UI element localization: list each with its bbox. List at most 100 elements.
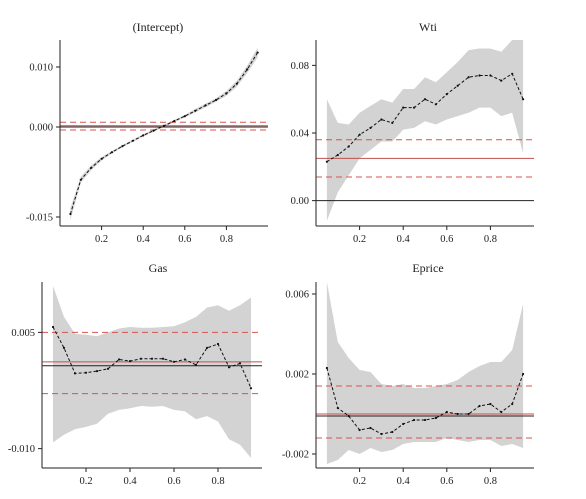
- x-tick-label: 0.4: [397, 234, 411, 245]
- data-point: [100, 157, 103, 160]
- panel-title: Wti: [419, 20, 438, 34]
- y-tick-label: 0.002: [285, 370, 309, 381]
- data-point: [325, 366, 328, 370]
- data-point: [238, 362, 242, 365]
- data-point: [172, 360, 176, 363]
- y-tick-label: 0.006: [285, 290, 309, 301]
- data-point: [467, 412, 470, 416]
- panel-gas: Gas 0.2 0.4 0.6 0.8 0.005 -0.010: [8, 261, 262, 487]
- data-point: [227, 366, 231, 369]
- data-point: [183, 358, 187, 361]
- data-point: [214, 98, 218, 102]
- data-point: [139, 357, 143, 360]
- data-point: [358, 133, 361, 136]
- y-tick-label: 0.000: [29, 123, 53, 134]
- data-point: [467, 76, 470, 79]
- data-point: [380, 432, 383, 436]
- x-tick-label: 0.8: [484, 234, 497, 245]
- data-point: [249, 387, 253, 390]
- data-point: [142, 134, 145, 137]
- x-tick-label: 0.2: [353, 476, 366, 487]
- data-point: [194, 109, 197, 112]
- data-point: [128, 360, 132, 363]
- x-tick-label: 0.2: [353, 234, 366, 245]
- x-tick-label: 0.6: [440, 476, 453, 487]
- data-point: [478, 74, 481, 77]
- y-tick-label: 0.010: [29, 63, 53, 74]
- x-tick-label: 0.4: [123, 476, 137, 487]
- data-point: [150, 357, 154, 360]
- data-point: [121, 145, 124, 148]
- panel-title: Gas: [149, 261, 168, 275]
- y-tick-label: 0.005: [11, 328, 35, 339]
- data-point: [511, 72, 514, 75]
- panel-intercept: (Intercept) 0.2 0.4 0.6 0.8 0.010 0.000 -0.015: [26, 20, 268, 245]
- y-tick-label: -0.010: [8, 444, 35, 455]
- y-tick-label: 0.04: [291, 129, 310, 140]
- data-point: [216, 342, 220, 346]
- data-point: [489, 74, 492, 77]
- data-point: [235, 82, 238, 85]
- data-point: [413, 418, 416, 422]
- data-point: [73, 372, 77, 375]
- confidence-band: [326, 282, 524, 464]
- data-point: [106, 367, 110, 370]
- data-point: [325, 160, 328, 163]
- x-tick-label: 0.6: [167, 476, 180, 487]
- data-point: [391, 121, 394, 124]
- x-tick-label: 0.8: [484, 476, 497, 487]
- panel-wti: Wti 0.2 0.4 0.6 0.8 0.08 0.04 0.00: [291, 20, 534, 245]
- data-point: [489, 402, 492, 406]
- y-tick-label: 0.08: [291, 61, 309, 72]
- data-point: [500, 410, 503, 414]
- data-point: [152, 129, 155, 132]
- data-point: [225, 92, 228, 95]
- data-point: [445, 93, 448, 96]
- panel-eprice: Eprice 0.2 0.4 0.6 0.8 0.006 0.002 -0.002: [282, 261, 534, 487]
- data-point: [456, 84, 459, 87]
- data-point: [478, 404, 481, 408]
- confidence-band: [53, 285, 251, 458]
- data-point: [204, 104, 207, 107]
- data-point: [391, 430, 394, 434]
- data-point: [161, 357, 165, 360]
- x-tick-label: 0.2: [95, 234, 108, 245]
- data-point: [511, 402, 514, 406]
- x-tick-label: 0.6: [440, 234, 453, 245]
- data-point: [131, 139, 134, 142]
- data-point: [369, 426, 372, 430]
- y-tick-label: -0.015: [26, 213, 53, 224]
- data-point: [413, 106, 416, 109]
- data-point: [69, 212, 72, 216]
- data-point: [95, 370, 99, 373]
- data-point: [110, 151, 114, 154]
- data-point: [423, 98, 427, 101]
- data-point: [183, 115, 186, 118]
- data-point: [456, 412, 459, 416]
- data-point: [62, 346, 66, 349]
- confidence-band: [326, 40, 524, 221]
- x-tick-label: 0.2: [79, 476, 92, 487]
- data-point: [205, 346, 209, 349]
- data-point: [402, 422, 405, 426]
- confidence-band: [70, 47, 258, 220]
- data-point: [173, 119, 176, 123]
- data-point: [434, 416, 437, 420]
- x-tick-label: 0.4: [397, 476, 411, 487]
- data-point: [79, 178, 82, 181]
- data-point: [256, 51, 259, 54]
- panel-title: (Intercept): [133, 20, 184, 34]
- x-tick-label: 0.8: [211, 476, 224, 487]
- data-point: [336, 153, 339, 157]
- data-point: [500, 79, 503, 82]
- data-point: [522, 372, 525, 376]
- data-point: [162, 124, 166, 127]
- data-point: [336, 406, 339, 410]
- data-point: [246, 68, 249, 71]
- data-point: [90, 166, 93, 169]
- x-tick-label: 0.6: [178, 234, 191, 245]
- data-point: [347, 145, 350, 148]
- x-tick-label: 0.4: [137, 234, 151, 245]
- quantile-estimate-line: [69, 52, 259, 215]
